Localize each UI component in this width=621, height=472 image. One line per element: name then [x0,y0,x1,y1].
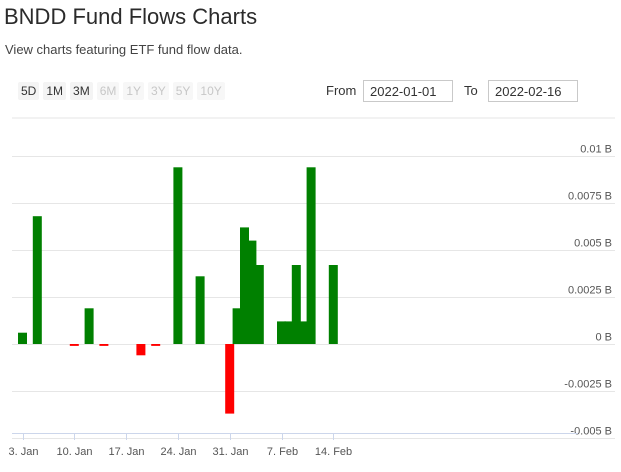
bar [225,344,235,414]
x-tick-label: 3. Jan [9,446,39,458]
from-date-input[interactable] [363,80,453,102]
x-tick-label: 24. Jan [160,446,196,458]
zoom-3m-button[interactable]: 3M [70,82,93,100]
bar [254,265,264,344]
zoom-5d-button[interactable]: 5D [18,82,40,100]
zoom-6m-button[interactable]: 6M [96,82,120,100]
bar [328,265,338,344]
bar [195,276,205,344]
zoom-1m-button[interactable]: 1M [43,82,67,100]
axis-layer: 0.01 B 0.0075 B 0.005 B 0.0025 B 0 B -0.0025 … [9,144,612,459]
from-label: From [326,83,357,98]
bar [69,344,79,346]
bar [99,344,109,346]
to-date-input[interactable] [488,80,578,102]
y-tick-label: 0.005 B [574,238,612,250]
bar [284,321,294,344]
y-tick-label: 0.0025 B [568,285,612,297]
x-tick-label: 10. Jan [56,446,92,458]
y-tick-label: 0.01 B [580,144,612,156]
y-tick-label: -0.005 B [570,426,612,438]
bar [32,216,42,344]
bar-layer [18,167,338,414]
zoom-selector: 5D 1M 3M 6M 1Y 3Y 5Y 10Y [18,82,229,100]
bar [136,344,146,356]
y-tick-label: 0.0075 B [568,191,612,203]
x-tick-label: 17. Jan [108,446,144,458]
to-label: To [464,83,478,98]
page-title: BNDD Fund Flows Charts [4,4,258,29]
page-subtitle: View charts featuring ETF fund flow data… [5,42,243,57]
y-tick-label: 0 B [595,332,612,344]
bar [173,167,183,344]
bar [232,308,242,344]
bar [84,308,94,344]
zoom-10y-button[interactable]: 10Y [197,82,225,100]
bar [299,321,309,344]
x-tick-label: 31. Jan [212,446,248,458]
bar [306,167,316,344]
bar [291,265,301,344]
bar [277,321,286,344]
zoom-5y-button[interactable]: 5Y [172,82,194,100]
bar [240,227,249,344]
x-tick-label: 7. Feb [267,446,298,458]
bar [151,344,161,346]
x-tick-label: 14. Feb [315,446,352,458]
zoom-1y-button[interactable]: 1Y [123,82,145,100]
y-tick-label: -0.0025 B [564,379,612,391]
bar [18,332,27,344]
bar [247,240,257,344]
zoom-3y-button[interactable]: 3Y [148,82,169,100]
